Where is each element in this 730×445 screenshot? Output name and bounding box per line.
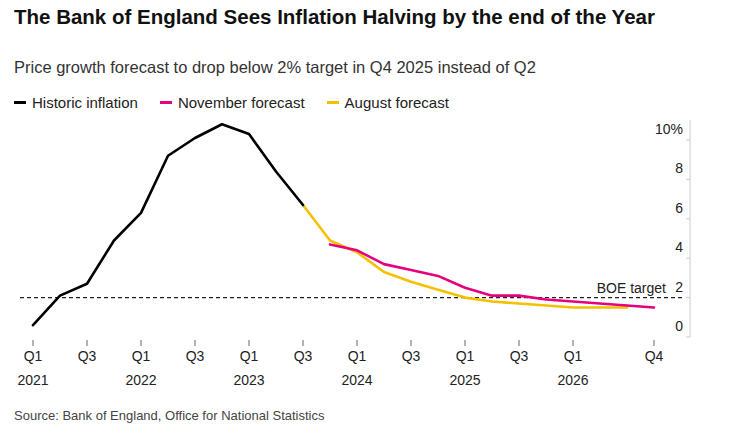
- x-tick-label-line: Q3: [294, 348, 313, 364]
- x-tick: [654, 340, 655, 346]
- x-tick-label-line: 2023: [233, 372, 264, 388]
- y-tick: [686, 258, 690, 259]
- x-tick-label-line: Q1: [240, 348, 259, 364]
- x-tick-label: Q1 2021: [17, 348, 48, 388]
- x-tick-label-line: 2025: [449, 372, 480, 388]
- x-tick-label-line: Q4: [645, 348, 664, 364]
- x-tick-label: Q3: [402, 348, 421, 364]
- y-axis-line: [690, 120, 691, 337]
- x-tick-label-line: Q3: [510, 348, 529, 364]
- chart: 0 2 4 6 8 10% Q1 2021 Q3 Q1 2022 Q3 Q1 2023 Q3 Q1 2024 Q3…: [0, 0, 730, 445]
- legend-label: August forecast: [345, 94, 449, 111]
- y-tick: [686, 297, 690, 298]
- target-line: [20, 297, 682, 298]
- y-tick: [686, 140, 690, 141]
- x-tick-label: Q1 2025: [449, 348, 480, 388]
- legend-swatch: [160, 101, 172, 104]
- series-line: [330, 244, 654, 307]
- x-tick-label-line: Q1: [456, 348, 475, 364]
- x-tick-label-line: Q1: [24, 348, 43, 364]
- series-line: [303, 205, 627, 307]
- y-tick-label: 10%: [655, 121, 683, 137]
- x-tick-label-line: 2026: [557, 372, 588, 388]
- x-tick-label-line: Q3: [186, 348, 205, 364]
- x-tick-label-line: 2021: [17, 372, 48, 388]
- legend-swatch: [14, 101, 26, 104]
- legend: Historic inflation November forecast Augus…: [14, 94, 449, 111]
- x-tick-label: Q1 2022: [125, 348, 156, 388]
- x-tick-label-line: Q1: [348, 348, 367, 364]
- annotation: BOE target: [597, 280, 666, 296]
- legend-label: November forecast: [178, 94, 305, 111]
- x-tick-label-line: Q3: [402, 348, 421, 364]
- y-tick: [686, 337, 690, 338]
- x-tick: [573, 340, 574, 346]
- x-tick-label: Q3: [186, 348, 205, 364]
- x-tick-label: Q1 2024: [341, 348, 372, 388]
- title: The Bank of England Sees Inflation Halvi…: [14, 4, 719, 30]
- x-tick: [249, 340, 250, 346]
- y-tick-label: 6: [675, 200, 683, 216]
- x-tick-label-line: Q3: [78, 348, 97, 364]
- x-tick-label: Q4: [645, 348, 664, 364]
- x-tick-label: Q1 2023: [233, 348, 264, 388]
- x-tick: [411, 340, 412, 346]
- x-tick: [303, 340, 304, 346]
- x-tick-label-line: 2024: [341, 372, 372, 388]
- series-line: [33, 124, 303, 325]
- x-tick: [141, 340, 142, 346]
- x-tick: [357, 340, 358, 346]
- y-tick-label: 4: [675, 239, 683, 255]
- x-tick-label: Q3: [78, 348, 97, 364]
- x-tick-label-line: 2022: [125, 372, 156, 388]
- x-tick-label: Q1 2026: [557, 348, 588, 388]
- y-tick-label: 2: [675, 279, 683, 295]
- legend-item: August forecast: [327, 94, 449, 111]
- x-tick-label: Q3: [294, 348, 313, 364]
- source: Source: Bank of England, Office for Nati…: [14, 408, 324, 423]
- legend-swatch: [327, 101, 339, 104]
- y-tick-label: 0: [675, 318, 683, 334]
- x-tick-label-line: Q1: [132, 348, 151, 364]
- x-tick: [195, 340, 196, 346]
- x-tick-label: Q3: [510, 348, 529, 364]
- x-tick-label-line: Q1: [564, 348, 583, 364]
- y-tick-label: 8: [675, 160, 683, 176]
- x-tick: [465, 340, 466, 346]
- legend-item: November forecast: [160, 94, 305, 111]
- y-tick: [686, 218, 690, 219]
- x-tick: [33, 340, 34, 346]
- legend-label: Historic inflation: [32, 94, 138, 111]
- y-tick: [686, 179, 690, 180]
- legend-item: Historic inflation: [14, 94, 138, 111]
- subtitle: Price growth forecast to drop below 2% t…: [14, 58, 536, 77]
- x-tick: [87, 340, 88, 346]
- x-tick: [519, 340, 520, 346]
- series-group: [33, 124, 654, 325]
